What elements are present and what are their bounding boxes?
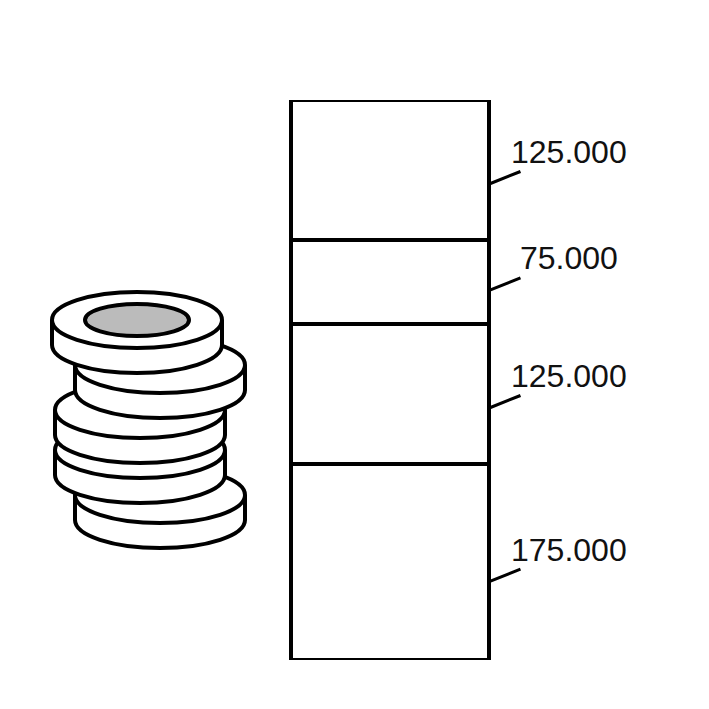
svg-text:125.000: 125.000 bbox=[511, 358, 627, 394]
svg-text:175.000: 175.000 bbox=[511, 532, 627, 568]
svg-text:75.000: 75.000 bbox=[520, 240, 618, 276]
svg-text:125.000: 125.000 bbox=[511, 134, 627, 170]
